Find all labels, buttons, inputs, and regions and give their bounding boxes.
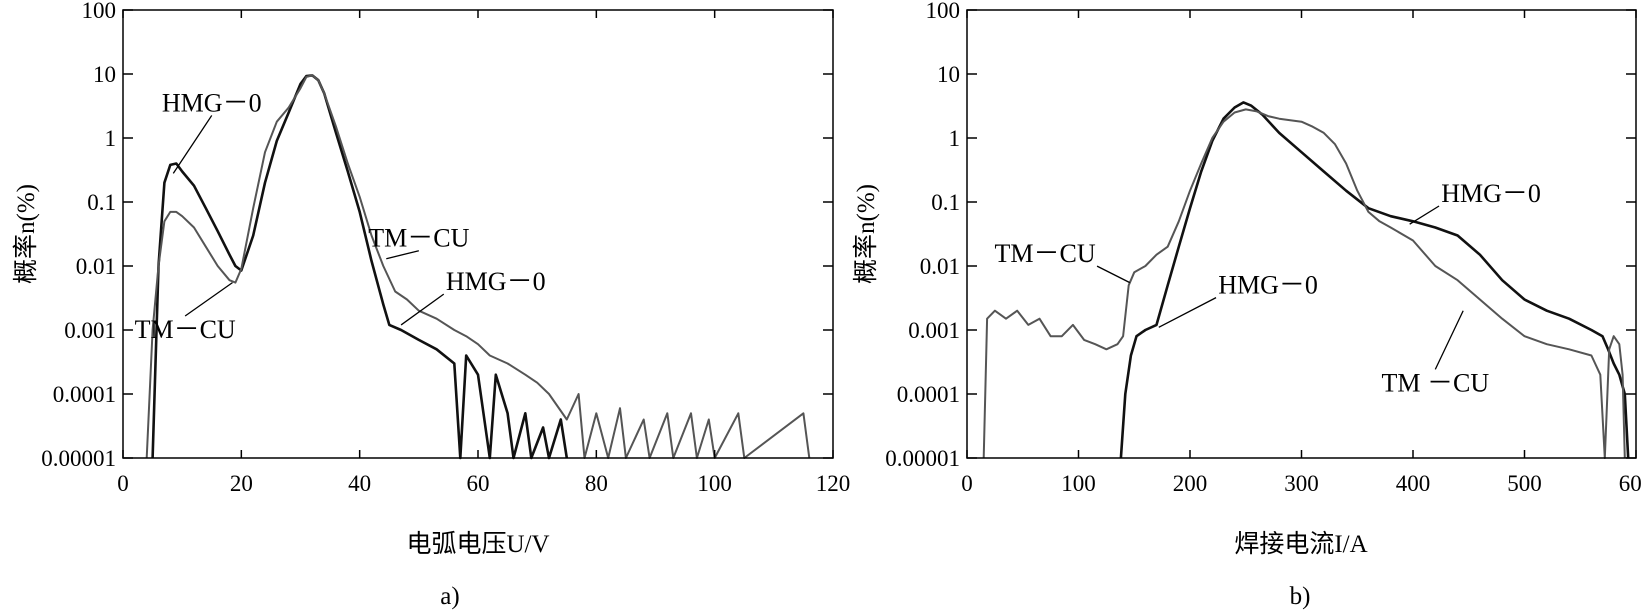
panel-a-y-axis-title: 概率n(%)	[12, 184, 40, 284]
panel-a-ticks	[122, 9, 834, 459]
panel-a-x-tick-label: 60	[467, 471, 490, 496]
panel-a-x-tick-label: 120	[816, 471, 851, 496]
panel-b-annotation-leader	[1409, 205, 1440, 225]
panel-a-y-tick-label: 1	[105, 126, 117, 151]
panel-b-y-tick-label: 0.0001	[897, 382, 960, 407]
panel-b-annotation-label: HMG－0	[1441, 179, 1541, 208]
panel-a-plot-frame	[122, 9, 834, 459]
panel-b-x-tick-label: 0	[961, 471, 973, 496]
panel-b-y-tick-label: 0.1	[931, 190, 960, 215]
panel-b-y-tick-label: 0.001	[908, 318, 960, 343]
panel-b-y-tick-label: 0.01	[920, 254, 960, 279]
panel-b: 0 100 200 300 400 500 600 0.00001 0.0001 0.001 0.0…	[852, 0, 1642, 610]
panel-a-annotation-leader	[172, 115, 213, 174]
panel-b-x-tick-label: 200	[1173, 471, 1208, 496]
panel-b-plot-frame	[966, 9, 1637, 459]
panel-a-series-tm-cu-line	[145, 74, 811, 459]
panel-b-series-tm-cu-line	[982, 108, 1626, 459]
panel-b-x-tick-label: 400	[1396, 471, 1431, 496]
panel-a-label: a)	[440, 583, 459, 610]
panel-b-label: b)	[1290, 583, 1311, 610]
panel-b-series-hmg-0-line	[1119, 101, 1630, 459]
panel-b-annotations: TM－CU HMG－0 HMG－0 TM －CU	[994, 179, 1540, 397]
panel-b-x-axis-title: 焊接电流I/A	[1234, 530, 1367, 558]
panel-b-ticks	[966, 9, 1637, 459]
panel-b-x-tick-label: 500	[1507, 471, 1542, 496]
panel-a-y-tick-label: 0.0001	[53, 382, 116, 407]
panel-a-x-tick-label: 80	[585, 471, 608, 496]
panel-b-y-tick-label: 0.00001	[885, 446, 960, 471]
panel-a-y-tick-label: 0.1	[87, 190, 116, 215]
panel-a-annotation-label: TM－CU	[368, 224, 469, 253]
panel-b-annotation-label: HMG－0	[1218, 271, 1318, 300]
panel-b-x-tick-label: 300	[1284, 471, 1319, 496]
panel-b-y-tick-label: 100	[926, 0, 961, 23]
panel-b-y-tick-label: 10	[937, 62, 960, 87]
panel-a-y-tick-label: 0.00001	[41, 446, 116, 471]
panel-b-x-tick-label: 100	[1061, 471, 1096, 496]
panel-a-tick-labels: 0 20 40 60 80 100 120 0.00001 0.0001 0.001 0.01 0.1…	[41, 0, 850, 496]
panel-a-x-tick-label: 20	[230, 471, 253, 496]
panel-a-annotation-leader	[400, 293, 445, 326]
panel-b-y-tick-label: 1	[949, 126, 961, 151]
panel-a-x-tick-label: 40	[348, 471, 371, 496]
panel-a-annotation-leader	[386, 250, 419, 260]
panel-a-x-axis-title: 电弧电压U/V	[406, 530, 549, 558]
panel-a: 0 20 40 60 80 100 120 0.00001 0.0001 0.001 0.01 0.1…	[12, 0, 850, 610]
panel-a-annotation-label: HMG－0	[162, 88, 262, 117]
panel-a-annotation-label: TM－CU	[135, 315, 236, 344]
panel-b-annotation-leader	[1434, 310, 1464, 370]
panel-a-x-tick-label: 100	[697, 471, 732, 496]
panel-a-y-tick-label: 10	[93, 62, 116, 87]
panel-a-annotation-leader	[184, 282, 233, 317]
panel-a-y-tick-label: 0.001	[64, 318, 116, 343]
panel-b-x-tick-label: 600	[1619, 471, 1642, 496]
panel-a-annotation-label: HMG－0	[446, 267, 546, 296]
panel-b-annotation-leader	[1096, 265, 1131, 284]
panel-a-series-hmg-0-line	[151, 74, 569, 460]
panel-b-series	[982, 101, 1630, 459]
panel-a-y-tick-label: 0.01	[76, 254, 116, 279]
panel-b-annotation-label: TM－CU	[994, 239, 1095, 268]
panel-b-y-axis-title: 概率n(%)	[852, 184, 880, 284]
panel-a-annotations: HMG－0 TM－CU TM－CU HMG－0	[135, 88, 546, 344]
panel-b-tick-labels: 0 100 200 300 400 500 600 0.00001 0.0001 0.001 0.0…	[885, 0, 1642, 496]
panel-a-series	[145, 74, 811, 460]
panel-a-x-tick-label: 0	[117, 471, 129, 496]
panel-a-y-tick-label: 100	[82, 0, 117, 23]
panel-b-annotation-label: TM －CU	[1381, 368, 1489, 397]
panel-b-annotation-leader	[1158, 297, 1217, 328]
